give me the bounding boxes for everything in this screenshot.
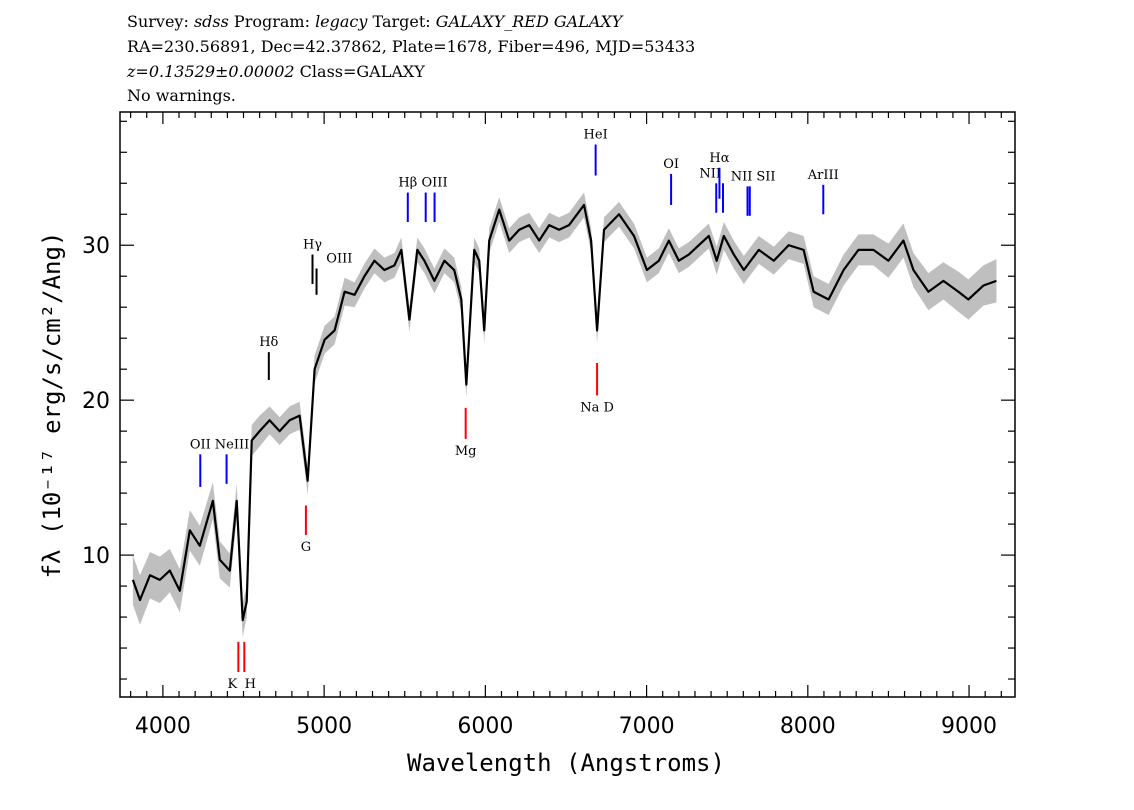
line-label: Hβ (398, 176, 417, 191)
line-label: OII (190, 437, 211, 452)
x-tick-label: 4000 (135, 714, 191, 739)
header-line-1: Survey: sdss Program: legacy Target: GAL… (127, 12, 622, 32)
program-label: Program: (233, 12, 310, 31)
line-label: Mg (455, 444, 477, 459)
x-tick-label: 7000 (619, 714, 675, 739)
line-label: Hγ (303, 238, 322, 253)
target-label: Target: (372, 12, 431, 31)
line-label: NII (699, 166, 721, 181)
x-tick-label: 9000 (941, 714, 997, 739)
line-label: H (245, 677, 256, 692)
redshift: z=0.13529±0.00002 (127, 62, 295, 81)
line-label: ArIII (807, 168, 839, 183)
x-axis-label: Wavelength (Angstroms) (407, 749, 725, 777)
error-band-layer (132, 192, 997, 638)
y-tick-label: 30 (82, 234, 110, 259)
x-tick-label: 6000 (457, 714, 513, 739)
line-label: OI (663, 157, 679, 172)
line-label: SII (756, 169, 775, 184)
x-tick-label: 5000 (296, 714, 352, 739)
flux-layer (131, 203, 997, 622)
line-label: Hα (709, 151, 729, 166)
plot-frame (119, 111, 1016, 698)
header-line-2: RA=230.56891, Dec=42.37862, Plate=1678, … (127, 37, 696, 56)
line-label: G (301, 540, 311, 555)
y-axis-label: fλ (10⁻¹⁷ erg/s/cm²/Ang) (38, 232, 66, 579)
line-label: OIII (326, 251, 352, 266)
program-value: legacy (315, 12, 368, 31)
flux-line (131, 203, 997, 622)
line-label: HeI (584, 128, 608, 143)
line-label: OIII (422, 176, 448, 191)
class: Class=GALAXY (299, 62, 425, 81)
line-label: K (227, 677, 237, 692)
survey-value: sdss (193, 12, 229, 31)
error-band (132, 192, 997, 638)
y-tick-label: 10 (82, 544, 110, 569)
line-label: Na D (580, 401, 614, 416)
target-value: GALAXY_RED GALAXY (435, 12, 623, 31)
line-label: NeIII (215, 437, 249, 452)
axes-layer: 4000 5000 6000 7000 8000 9000 10 20 30 (82, 111, 1016, 739)
header-line-4: No warnings. (127, 86, 236, 105)
survey-label: Survey: (127, 12, 189, 31)
y-tick-label: 20 (82, 389, 110, 414)
header-line-3: z=0.13529±0.00002 Class=GALAXY (127, 62, 425, 82)
x-tick-label: 8000 (780, 714, 836, 739)
line-label: Hδ (259, 335, 278, 350)
line-label: NII (731, 169, 753, 184)
